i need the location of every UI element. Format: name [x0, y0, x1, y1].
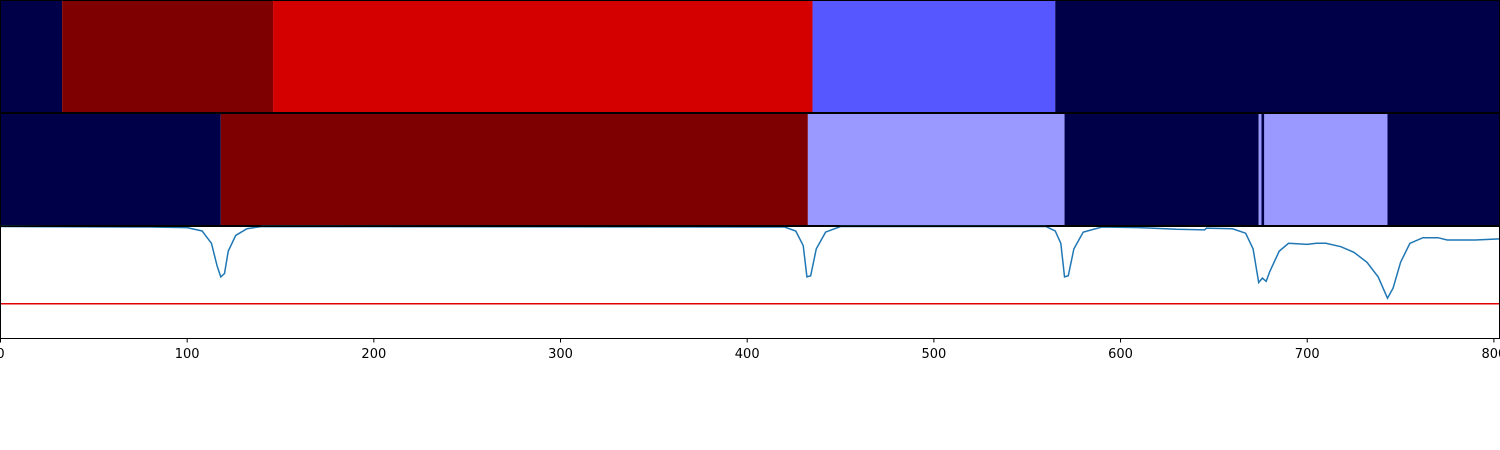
- x-tick-label: 400: [735, 347, 760, 362]
- segment: [1258, 113, 1262, 226]
- panel-border: [0, 226, 1500, 339]
- segment: [0, 0, 63, 113]
- x-tick-label: 600: [1108, 347, 1133, 362]
- line-series: [0, 225, 1500, 300]
- x-tick-label: 700: [1295, 347, 1320, 362]
- x-tick-label: 300: [548, 347, 573, 362]
- segment: [1264, 113, 1388, 226]
- x-tick-label: 200: [361, 347, 386, 362]
- x-tick-label: 0: [0, 347, 5, 362]
- x-tick-label: 800: [1481, 347, 1500, 362]
- x-tick-label: 500: [921, 347, 946, 362]
- segment: [807, 113, 1065, 226]
- segment: [1261, 113, 1265, 226]
- segment: [220, 113, 808, 226]
- segment: [1064, 113, 1259, 226]
- segment: [812, 0, 1056, 113]
- segment: [273, 0, 813, 113]
- segment: [1055, 0, 1500, 113]
- segment: [62, 0, 274, 113]
- segment: [1387, 113, 1500, 226]
- x-tick-label: 100: [175, 347, 200, 362]
- segment: [0, 113, 221, 226]
